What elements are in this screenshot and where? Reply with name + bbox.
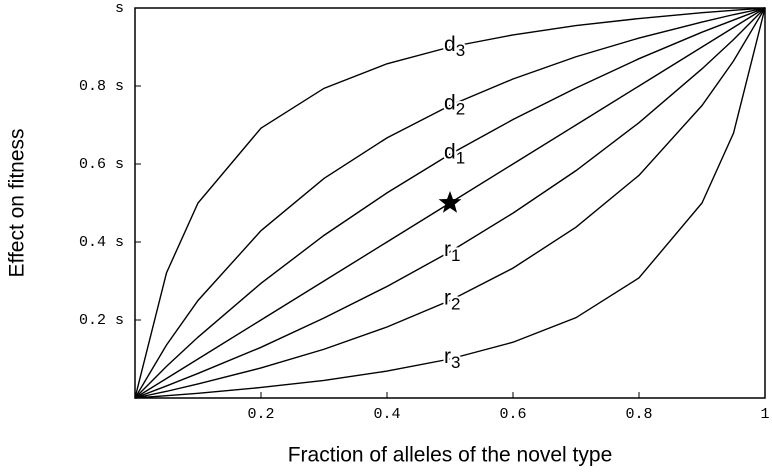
x-tick-label: 0.4 xyxy=(373,406,400,423)
y-tick-label: 0.8 s xyxy=(79,78,124,95)
plot-frame xyxy=(134,7,766,399)
y-tick-label: 0.6 s xyxy=(79,156,124,173)
series-label: d1 xyxy=(444,140,465,168)
x-axis-title: Fraction of alleles of the novel type xyxy=(288,444,613,467)
line-series xyxy=(134,7,766,399)
line-series xyxy=(134,7,766,399)
y-axis-title: Effect on fitness xyxy=(6,128,29,277)
x-tick-label: 0.8 xyxy=(625,406,652,423)
series-label: r3 xyxy=(444,345,460,373)
line-series xyxy=(134,7,766,399)
y-tick-label: s xyxy=(115,0,124,17)
x-tick-label: 1 xyxy=(760,406,769,423)
x-tick-label: 0.6 xyxy=(499,406,526,423)
y-tick-label: 0.2 s xyxy=(79,312,124,329)
series-label: d2 xyxy=(444,91,465,119)
line-series xyxy=(134,7,766,399)
y-tick-label: 0.4 s xyxy=(79,234,124,251)
line-series xyxy=(134,7,766,399)
series-label: d3 xyxy=(444,33,465,61)
line-series xyxy=(134,7,766,399)
star-marker xyxy=(438,191,462,213)
series-label: r2 xyxy=(444,286,460,314)
x-tick-label: 0.2 xyxy=(247,406,274,423)
series-label: r1 xyxy=(444,237,460,265)
